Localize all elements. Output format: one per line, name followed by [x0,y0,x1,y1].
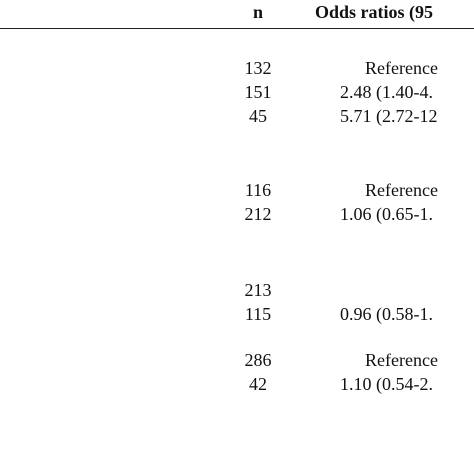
header-rule [0,28,474,29]
n-cell: 42 [249,374,267,394]
n-cell: 151 [244,82,272,102]
odds-cell: Reference [365,58,438,78]
n-cell: 286 [244,350,272,370]
n-cell: 45 [249,106,267,126]
odds-cell: 5.71 (2.72-12 [340,106,438,126]
odds-cell: 0.96 (0.58-1. [340,304,433,324]
odds-cell: Reference [365,350,438,370]
n-cell: 213 [244,280,272,300]
odds-cell: Reference [365,180,438,200]
n-cell: 212 [244,204,272,224]
n-cell: 132 [244,58,272,78]
odds-cell: 1.10 (0.54-2. [340,374,433,394]
header-n: n [252,2,263,22]
odds-cell: 1.06 (0.65-1. [340,204,433,224]
n-cell: 115 [244,304,272,324]
n-cell: 116 [244,180,272,200]
header-odds: Odds ratios (95 [315,2,434,22]
odds-cell: 2.48 (1.40-4. [340,82,433,102]
